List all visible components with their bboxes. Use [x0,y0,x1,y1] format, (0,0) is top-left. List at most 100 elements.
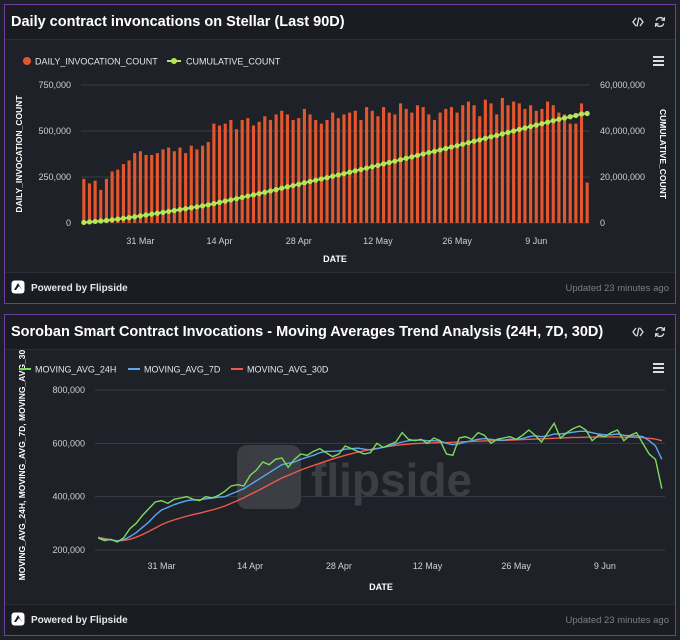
refresh-icon[interactable] [653,325,667,339]
cumulative-point [516,126,522,133]
bar [82,178,86,223]
menu-line [653,363,664,365]
chart-menu-icon[interactable] [653,56,664,66]
bar [461,105,465,223]
bar [529,105,533,223]
cumulative-point [98,218,104,224]
x-axis-title: DATE [369,582,393,592]
cumulative-point [273,187,279,193]
cumulative-point [194,204,200,210]
daily-invocations-card: Daily contract invoncations on Stellar (… [4,4,676,304]
cumulative-point [375,162,381,168]
cumulative-point [335,172,341,178]
flipside-logo-icon [11,280,25,297]
bar [155,153,159,223]
bar [138,151,142,223]
cumulative-point [171,207,177,214]
bar [500,97,504,223]
cumulative-point [437,147,443,153]
bar [223,123,227,223]
bar [546,101,550,223]
x-tick-label: 26 May [442,236,472,246]
cumulative-point [364,165,370,171]
cumulative-point [324,175,330,181]
flipside-logo-icon [11,612,25,629]
bar [251,125,256,223]
cumulative-point [505,129,511,136]
cumulative-point [126,215,132,221]
cumulative-point [465,140,472,146]
bar [110,171,114,223]
x-tick-label: 9 Jun [594,561,616,571]
bar [133,153,137,223]
bar [178,147,182,223]
y2-tick-label: 60,000,000 [600,80,645,90]
chart-legend: MOVING_AVG_24H MOVING_AVG_7D MOVING_AVG_30… [19,365,329,375]
x-tick-label: 14 Apr [207,236,233,246]
cumulative-point [358,166,364,173]
bar [195,149,199,223]
powered-by[interactable]: Powered by Flipside [11,612,128,629]
x-tick-label: 28 Apr [326,561,352,571]
cumulative-point [539,121,545,127]
embed-code-icon[interactable] [631,15,645,29]
menu-line [653,367,664,369]
cumulative-point [494,132,500,139]
cumulative-point [409,154,415,160]
cumulative-point [380,161,387,167]
bar [297,118,301,223]
y-axis-title: DAILY_INVOCATION_COUNT [14,95,24,213]
cumulative-point [499,131,505,137]
bar [489,103,493,223]
cumulative-point [250,192,257,198]
moving-avg-24h-line [97,421,663,543]
embed-code-icon[interactable] [631,325,645,339]
bar [387,112,391,223]
card-header: Soroban Smart Contract Invocations - Mov… [5,315,675,350]
cumulative-point [143,212,149,218]
y-tick-label: 500,000 [38,126,71,136]
chart-legend: DAILY_INVOCATION_COUNT CUMULATIVE_COUNT [23,57,281,67]
cumulative-point [397,157,404,163]
bar [246,118,250,223]
y-tick-label: 800,000 [52,385,85,395]
bar [325,119,329,223]
cumulative-point [578,111,585,117]
cumulative-point [205,202,211,208]
cumulative-point [199,203,206,209]
cumulative-point [228,197,234,203]
cumulative-point [211,200,217,207]
powered-by[interactable]: Powered by Flipside [11,280,128,297]
cumulative-point [533,122,539,128]
bar [121,164,125,223]
legend-label: CUMULATIVE_COUNT [186,57,281,67]
bar [184,153,188,223]
bar [206,142,210,223]
bar [540,108,544,223]
cumulative-point [414,152,421,158]
cumulative-point [482,135,488,141]
y-tick-label: 750,000 [38,80,71,90]
cumulative-point [296,181,302,187]
cumulative-point [188,205,194,211]
bar [234,129,239,223]
cumulative-point [426,149,432,156]
cumulative-point [301,180,307,186]
chart-menu-icon[interactable] [653,363,664,373]
bar [512,101,516,223]
refresh-icon[interactable] [653,15,667,29]
powered-by-label: Powered by Flipside [31,614,128,626]
bar [342,114,346,223]
cumulative-point [341,171,347,177]
y-tick-label: 0 [66,218,71,228]
bar [280,110,284,223]
watermark-logo-icon [237,445,301,509]
chart2-area: flipside 200,000 400,000 600,000 800,000 31 M… [5,344,675,605]
bar [421,107,425,223]
cumulative-point [245,193,251,199]
cumulative-point [313,177,319,183]
cumulative-point [528,123,534,130]
x-tick-label: 28 Apr [286,236,312,246]
bar [331,112,335,223]
cumulative-point [448,144,455,150]
